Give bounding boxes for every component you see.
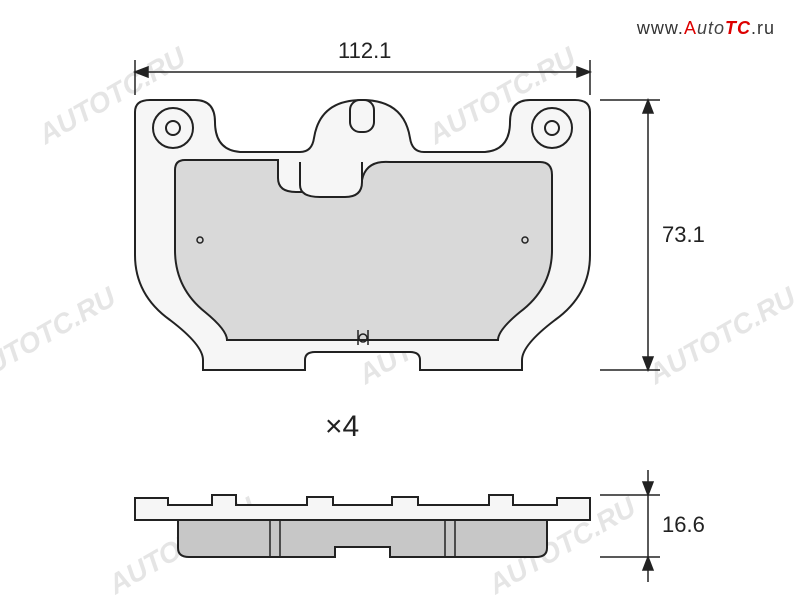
source-url: www.AutoTC.ru	[637, 18, 775, 39]
url-uto: uto	[697, 18, 725, 38]
dim-width-top: 112.1	[338, 38, 391, 64]
url-prefix: www.	[637, 18, 684, 38]
drawing-svg	[0, 0, 800, 600]
url-a: A	[684, 18, 697, 38]
quantity-label: ×4	[325, 410, 359, 444]
url-tc: TC	[725, 18, 751, 38]
url-suffix: .ru	[751, 18, 775, 38]
dim-height-bottom: 16.6	[662, 512, 705, 538]
diagram-container: AUTOTC.RU AUTOTC.RU AUTOTC.RU AUTOTC.RU …	[0, 0, 800, 600]
dim-height-right: 73.1	[662, 222, 705, 248]
